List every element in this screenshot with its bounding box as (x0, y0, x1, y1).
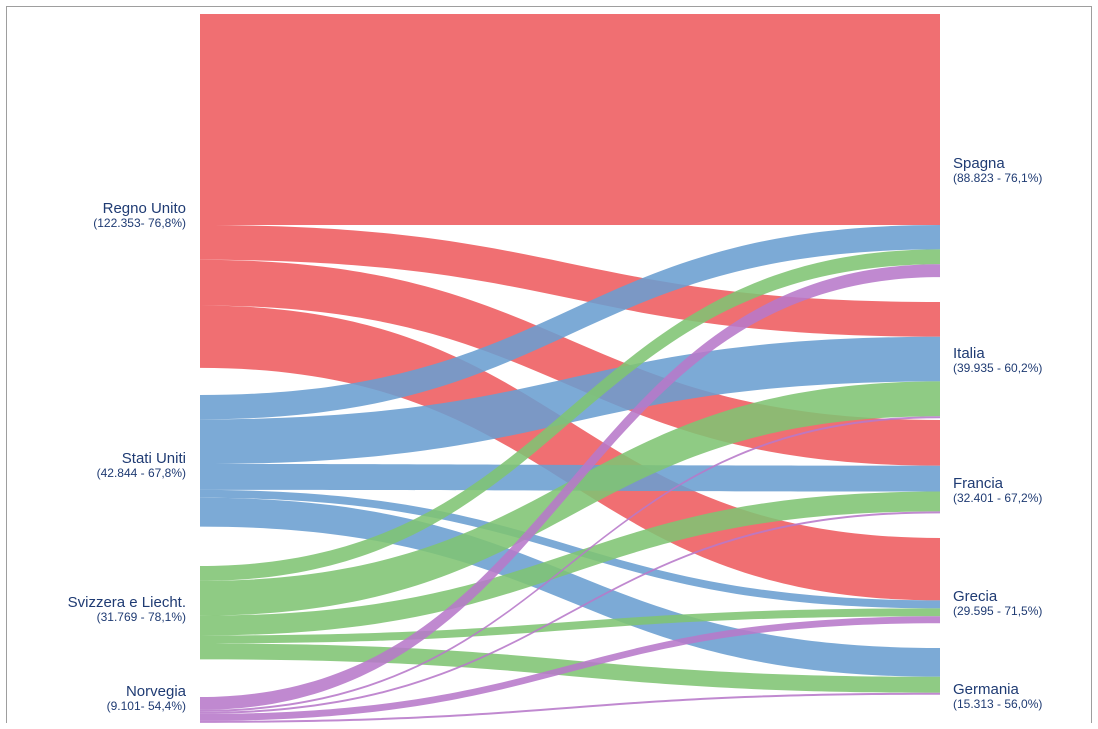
source-value: (42.844 - 67,8%) (96, 466, 186, 481)
source-label-regno-unito: Regno Unito (122.353- 76,8%) (93, 200, 186, 231)
source-label-stati-uniti: Stati Uniti (42.844 - 67,8%) (97, 450, 186, 481)
flow-regno-unito-to-italia (200, 225, 940, 337)
target-value: (29.595 - 71,5%) (953, 604, 1043, 619)
flow-regno-unito-to-spagna (200, 14, 940, 225)
flow-stati-uniti-to-germania (200, 497, 940, 677)
source-value: (122.353- 76,8%) (93, 216, 186, 231)
target-label-spagna: Spagna (88.823 - 76,1%) (953, 155, 1042, 186)
flow-norvegia-to-spagna (200, 264, 940, 710)
flow-svizzera-e-liecht--to-italia (200, 381, 940, 616)
target-label-francia: Francia (32.401 - 67,2%) (953, 475, 1042, 506)
target-name: Grecia (953, 588, 998, 605)
source-value: (31.769 - 78,1%) (96, 610, 186, 625)
target-name: Francia (953, 475, 1004, 492)
flow-svizzera-e-liecht--to-spagna (200, 249, 940, 581)
source-value: (9.101- 54,4%) (106, 699, 186, 714)
flow-stati-uniti-to-italia (200, 336, 940, 465)
target-value: (88.823 - 76,1%) (953, 171, 1043, 186)
source-name: Norvegia (125, 683, 186, 700)
flow-norvegia-to-francia (200, 511, 940, 714)
flow-norvegia-to-germania (200, 692, 940, 723)
target-name: Spagna (953, 155, 1005, 172)
target-name: Italia (953, 345, 985, 362)
target-value: (39.935 - 60,2%) (953, 361, 1043, 376)
target-value: (32.401 - 67,2%) (953, 491, 1043, 506)
flow-svizzera-e-liecht--to-grecia (200, 608, 940, 644)
flow-stati-uniti-to-francia (200, 464, 940, 492)
flow-stati-uniti-to-spagna (200, 225, 940, 420)
target-label-germania: Germania (15.313 - 56,0%) (953, 681, 1042, 712)
source-label-norvegia: Norvegia (9.101- 54,4%) (107, 683, 186, 714)
source-name: Regno Unito (102, 200, 186, 217)
flow-norvegia-to-grecia (200, 616, 940, 721)
target-name: Germania (953, 681, 1019, 698)
source-name: Stati Uniti (121, 450, 186, 467)
flow-stati-uniti-to-grecia (200, 489, 940, 609)
target-label-italia: Italia (39.935 - 60,2%) (953, 345, 1042, 376)
source-label-svizzera-e-liecht-: Svizzera e Liecht. (31.769 - 78,1%) (68, 594, 186, 625)
target-label-grecia: Grecia (29.595 - 71,5%) (953, 588, 1042, 619)
chart-frame (6, 6, 1092, 723)
source-name: Svizzera e Liecht. (67, 594, 186, 611)
flow-norvegia-to-italia (200, 416, 940, 712)
target-value: (15.313 - 56,0%) (953, 697, 1043, 712)
